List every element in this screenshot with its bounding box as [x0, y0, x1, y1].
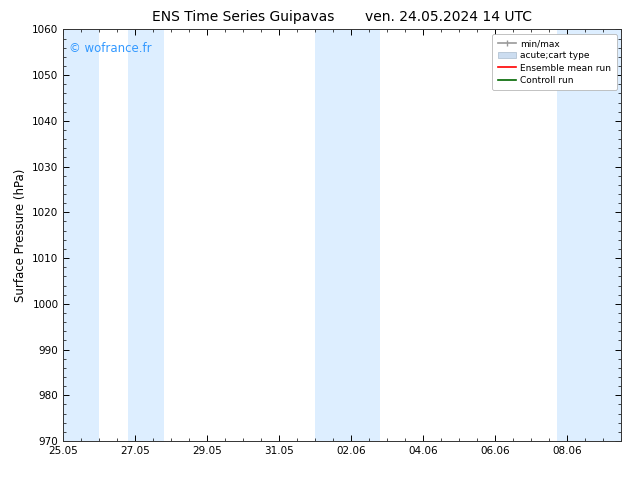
- Bar: [128, 29, 164, 441]
- Legend: min/max, acute;cart type, Ensemble mean run, Controll run: min/max, acute;cart type, Ensemble mean …: [493, 34, 617, 90]
- Y-axis label: Surface Pressure (hPa): Surface Pressure (hPa): [14, 169, 27, 302]
- Title: ENS Time Series Guipavas       ven. 24.05.2024 14 UTC: ENS Time Series Guipavas ven. 24.05.2024…: [152, 10, 533, 24]
- Bar: [315, 29, 380, 441]
- Text: © wofrance.fr: © wofrance.fr: [69, 42, 152, 55]
- Bar: [557, 29, 621, 441]
- Bar: [63, 29, 100, 441]
